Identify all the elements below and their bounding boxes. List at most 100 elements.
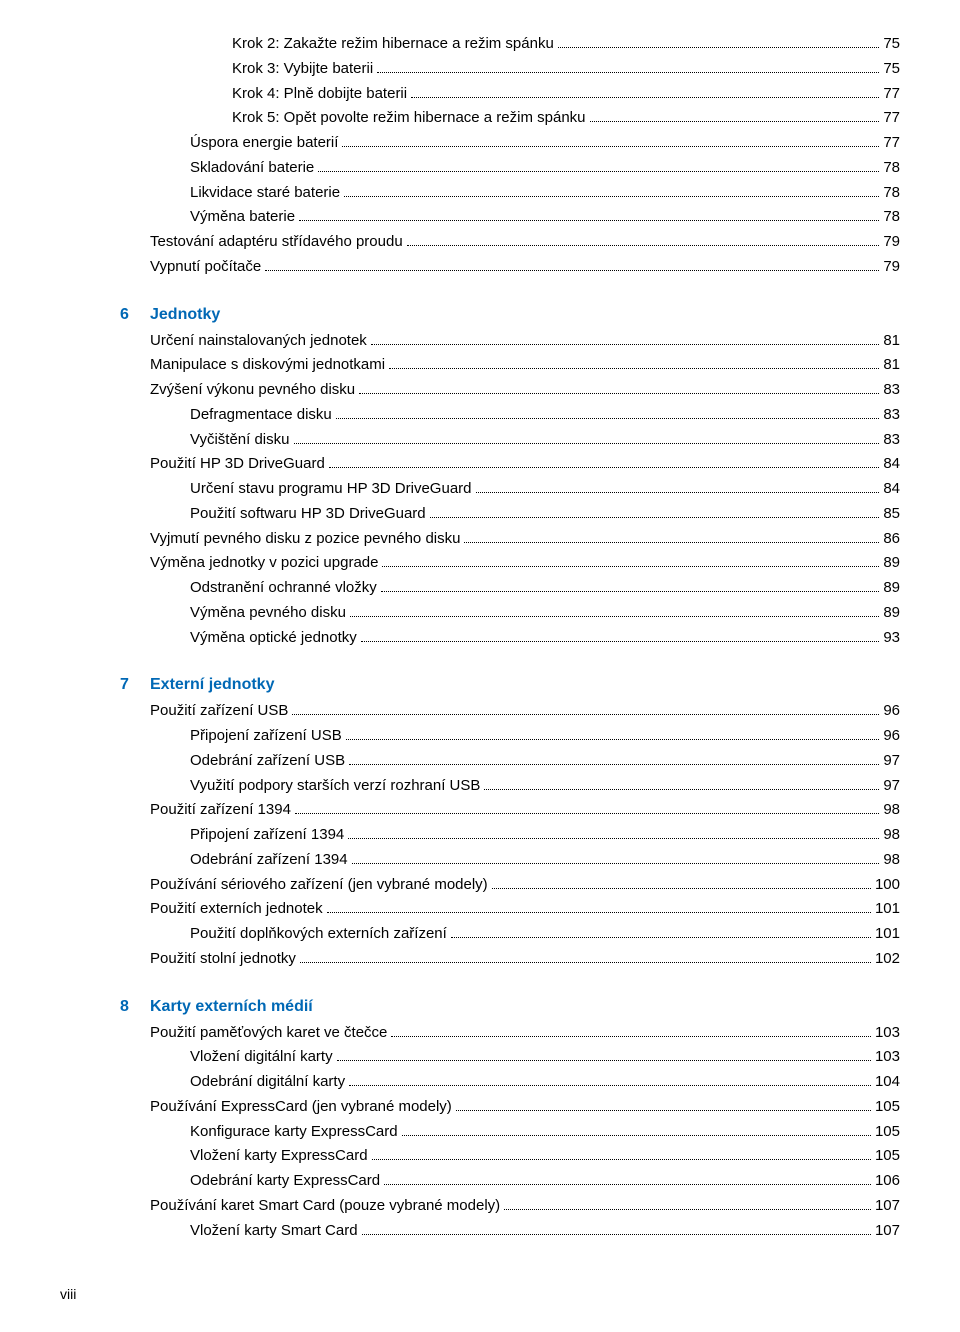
toc-leader-dots [362, 1234, 871, 1235]
toc-entry-label: Použití HP 3D DriveGuard [150, 453, 325, 475]
toc-entry[interactable]: Používání karet Smart Card (pouze vybran… [60, 1195, 900, 1217]
toc-entry[interactable]: Vyjmutí pevného disku z pozice pevného d… [60, 528, 900, 550]
toc-entry[interactable]: Připojení zařízení USB 96 [60, 725, 900, 747]
toc-entry-label: Krok 4: Plně dobijte baterii [232, 83, 407, 105]
toc-entry[interactable]: Použití softwaru HP 3D DriveGuard 85 [60, 503, 900, 525]
toc-leader-dots [391, 1036, 871, 1037]
toc-entry[interactable]: Připojení zařízení 1394 98 [60, 824, 900, 846]
toc-entry[interactable]: Vyčištění disku 83 [60, 429, 900, 451]
toc-entry-label: Defragmentace disku [190, 404, 332, 426]
toc-entry-page: 81 [883, 330, 900, 352]
toc-entry-label: Odebrání zařízení USB [190, 750, 345, 772]
toc-section-heading[interactable]: 8Karty externích médií [60, 998, 900, 1016]
toc-entry-label: Určení stavu programu HP 3D DriveGuard [190, 478, 472, 500]
toc-entry[interactable]: Testování adaptéru střídavého proudu 79 [60, 231, 900, 253]
toc-entry-page: 77 [883, 83, 900, 105]
toc-leader-dots [389, 368, 879, 369]
toc-leader-dots [492, 888, 871, 889]
toc-entry-label: Výměna jednotky v pozici upgrade [150, 552, 378, 574]
toc-entry[interactable]: Krok 4: Plně dobijte baterii 77 [60, 83, 900, 105]
toc-entry[interactable]: Výměna optické jednotky 93 [60, 627, 900, 649]
toc-entry[interactable]: Využití podpory starších verzí rozhraní … [60, 775, 900, 797]
toc-entry[interactable]: Manipulace s diskovými jednotkami 81 [60, 354, 900, 376]
toc-entry-label: Používání sériového zařízení (jen vybran… [150, 874, 488, 896]
toc-entry[interactable]: Výměna pevného disku 89 [60, 602, 900, 624]
toc-entry[interactable]: Krok 5: Opět povolte režim hibernace a r… [60, 107, 900, 129]
toc-entry-page: 107 [875, 1220, 900, 1242]
toc-entry-page: 98 [883, 849, 900, 871]
toc-entry[interactable]: Vypnutí počítače 79 [60, 256, 900, 278]
toc-entry[interactable]: Používání ExpressCard (jen vybrané model… [60, 1096, 900, 1118]
toc-entry[interactable]: Krok 3: Vybijte baterii 75 [60, 58, 900, 80]
toc-entry[interactable]: Konfigurace karty ExpressCard 105 [60, 1121, 900, 1143]
toc-entry-page: 75 [883, 58, 900, 80]
toc-entry[interactable]: Zvýšení výkonu pevného disku 83 [60, 379, 900, 401]
toc-entry-label: Odstranění ochranné vložky [190, 577, 377, 599]
toc-leader-dots [384, 1184, 871, 1185]
toc-entry[interactable]: Výměna baterie 78 [60, 206, 900, 228]
toc-entry-page: 103 [875, 1046, 900, 1068]
toc-entry-label: Vložení digitální karty [190, 1046, 333, 1068]
toc-entry-page: 78 [883, 182, 900, 204]
toc-section-heading[interactable]: 7Externí jednotky [60, 676, 900, 694]
toc-leader-dots [411, 97, 879, 98]
toc-entry[interactable]: Defragmentace disku 83 [60, 404, 900, 426]
toc-entry[interactable]: Odebrání zařízení 1394 98 [60, 849, 900, 871]
toc-entry-label: Použití externích jednotek [150, 898, 323, 920]
toc-entry[interactable]: Odstranění ochranné vložky 89 [60, 577, 900, 599]
toc-entry[interactable]: Skladování baterie 78 [60, 157, 900, 179]
toc-entry[interactable]: Určení stavu programu HP 3D DriveGuard 8… [60, 478, 900, 500]
toc-leader-dots [342, 146, 879, 147]
toc-entry-label: Skladování baterie [190, 157, 314, 179]
toc-entry-page: 101 [875, 898, 900, 920]
toc-leader-dots [344, 196, 879, 197]
toc-entry[interactable]: Určení nainstalovaných jednotek 81 [60, 330, 900, 352]
toc-leader-dots [350, 616, 879, 617]
toc-entry[interactable]: Vložení digitální karty 103 [60, 1046, 900, 1068]
toc-entry[interactable]: Vložení karty ExpressCard 105 [60, 1145, 900, 1167]
toc-entry-label: Krok 2: Zakažte režim hibernace a režim … [232, 33, 554, 55]
toc-entry-page: 84 [883, 478, 900, 500]
toc-entry[interactable]: Použití paměťových karet ve čtečce 103 [60, 1022, 900, 1044]
toc-entry-page: 86 [883, 528, 900, 550]
toc-entry[interactable]: Použití HP 3D DriveGuard 84 [60, 453, 900, 475]
toc-leader-dots [299, 220, 879, 221]
toc-entry-page: 89 [883, 552, 900, 574]
toc-entry-page: 83 [883, 404, 900, 426]
toc-leader-dots [359, 393, 879, 394]
toc-entry[interactable]: Úspora energie baterií 77 [60, 132, 900, 154]
toc-entry[interactable]: Výměna jednotky v pozici upgrade 89 [60, 552, 900, 574]
toc-entry[interactable]: Použití externích jednotek 101 [60, 898, 900, 920]
toc-entry-page: 97 [883, 775, 900, 797]
toc-entry-label: Použití zařízení USB [150, 700, 288, 722]
toc-entry[interactable]: Odebrání karty ExpressCard 106 [60, 1170, 900, 1192]
toc-entry-label: Použití zařízení 1394 [150, 799, 291, 821]
toc-entry[interactable]: Odebrání digitální karty 104 [60, 1071, 900, 1093]
toc-leader-dots [451, 937, 871, 938]
toc-entry-page: 104 [875, 1071, 900, 1093]
toc-entry[interactable]: Odebrání zařízení USB 97 [60, 750, 900, 772]
toc-entry-label: Konfigurace karty ExpressCard [190, 1121, 398, 1143]
toc-entry[interactable]: Likvidace staré baterie 78 [60, 182, 900, 204]
toc-leader-dots [295, 813, 879, 814]
toc-entry-page: 89 [883, 577, 900, 599]
toc-leader-dots [372, 1159, 871, 1160]
toc-entry[interactable]: Použití stolní jednotky 102 [60, 948, 900, 970]
toc-section-heading[interactable]: 6Jednotky [60, 306, 900, 324]
toc-sections: 6Jednotky Určení nainstalovaných jednotek… [60, 306, 900, 1242]
toc-leader-dots [361, 641, 880, 642]
toc-entry-page: 98 [883, 799, 900, 821]
toc-leader-dots [352, 863, 880, 864]
toc-entry[interactable]: Krok 2: Zakažte režim hibernace a režim … [60, 33, 900, 55]
toc-entry[interactable]: Používání sériového zařízení (jen vybran… [60, 874, 900, 896]
toc-entry-page: 97 [883, 750, 900, 772]
toc-entry[interactable]: Vložení karty Smart Card 107 [60, 1220, 900, 1242]
toc-entry[interactable]: Použití doplňkových externích zařízení 1… [60, 923, 900, 945]
toc-entry[interactable]: Použití zařízení USB 96 [60, 700, 900, 722]
toc-entry[interactable]: Použití zařízení 1394 98 [60, 799, 900, 821]
toc-entry-label: Výměna optické jednotky [190, 627, 357, 649]
toc-leader-dots [294, 443, 880, 444]
toc-section-number: 6 [60, 306, 150, 324]
toc-entry-label: Vložení karty Smart Card [190, 1220, 358, 1242]
toc-entry-page: 102 [875, 948, 900, 970]
